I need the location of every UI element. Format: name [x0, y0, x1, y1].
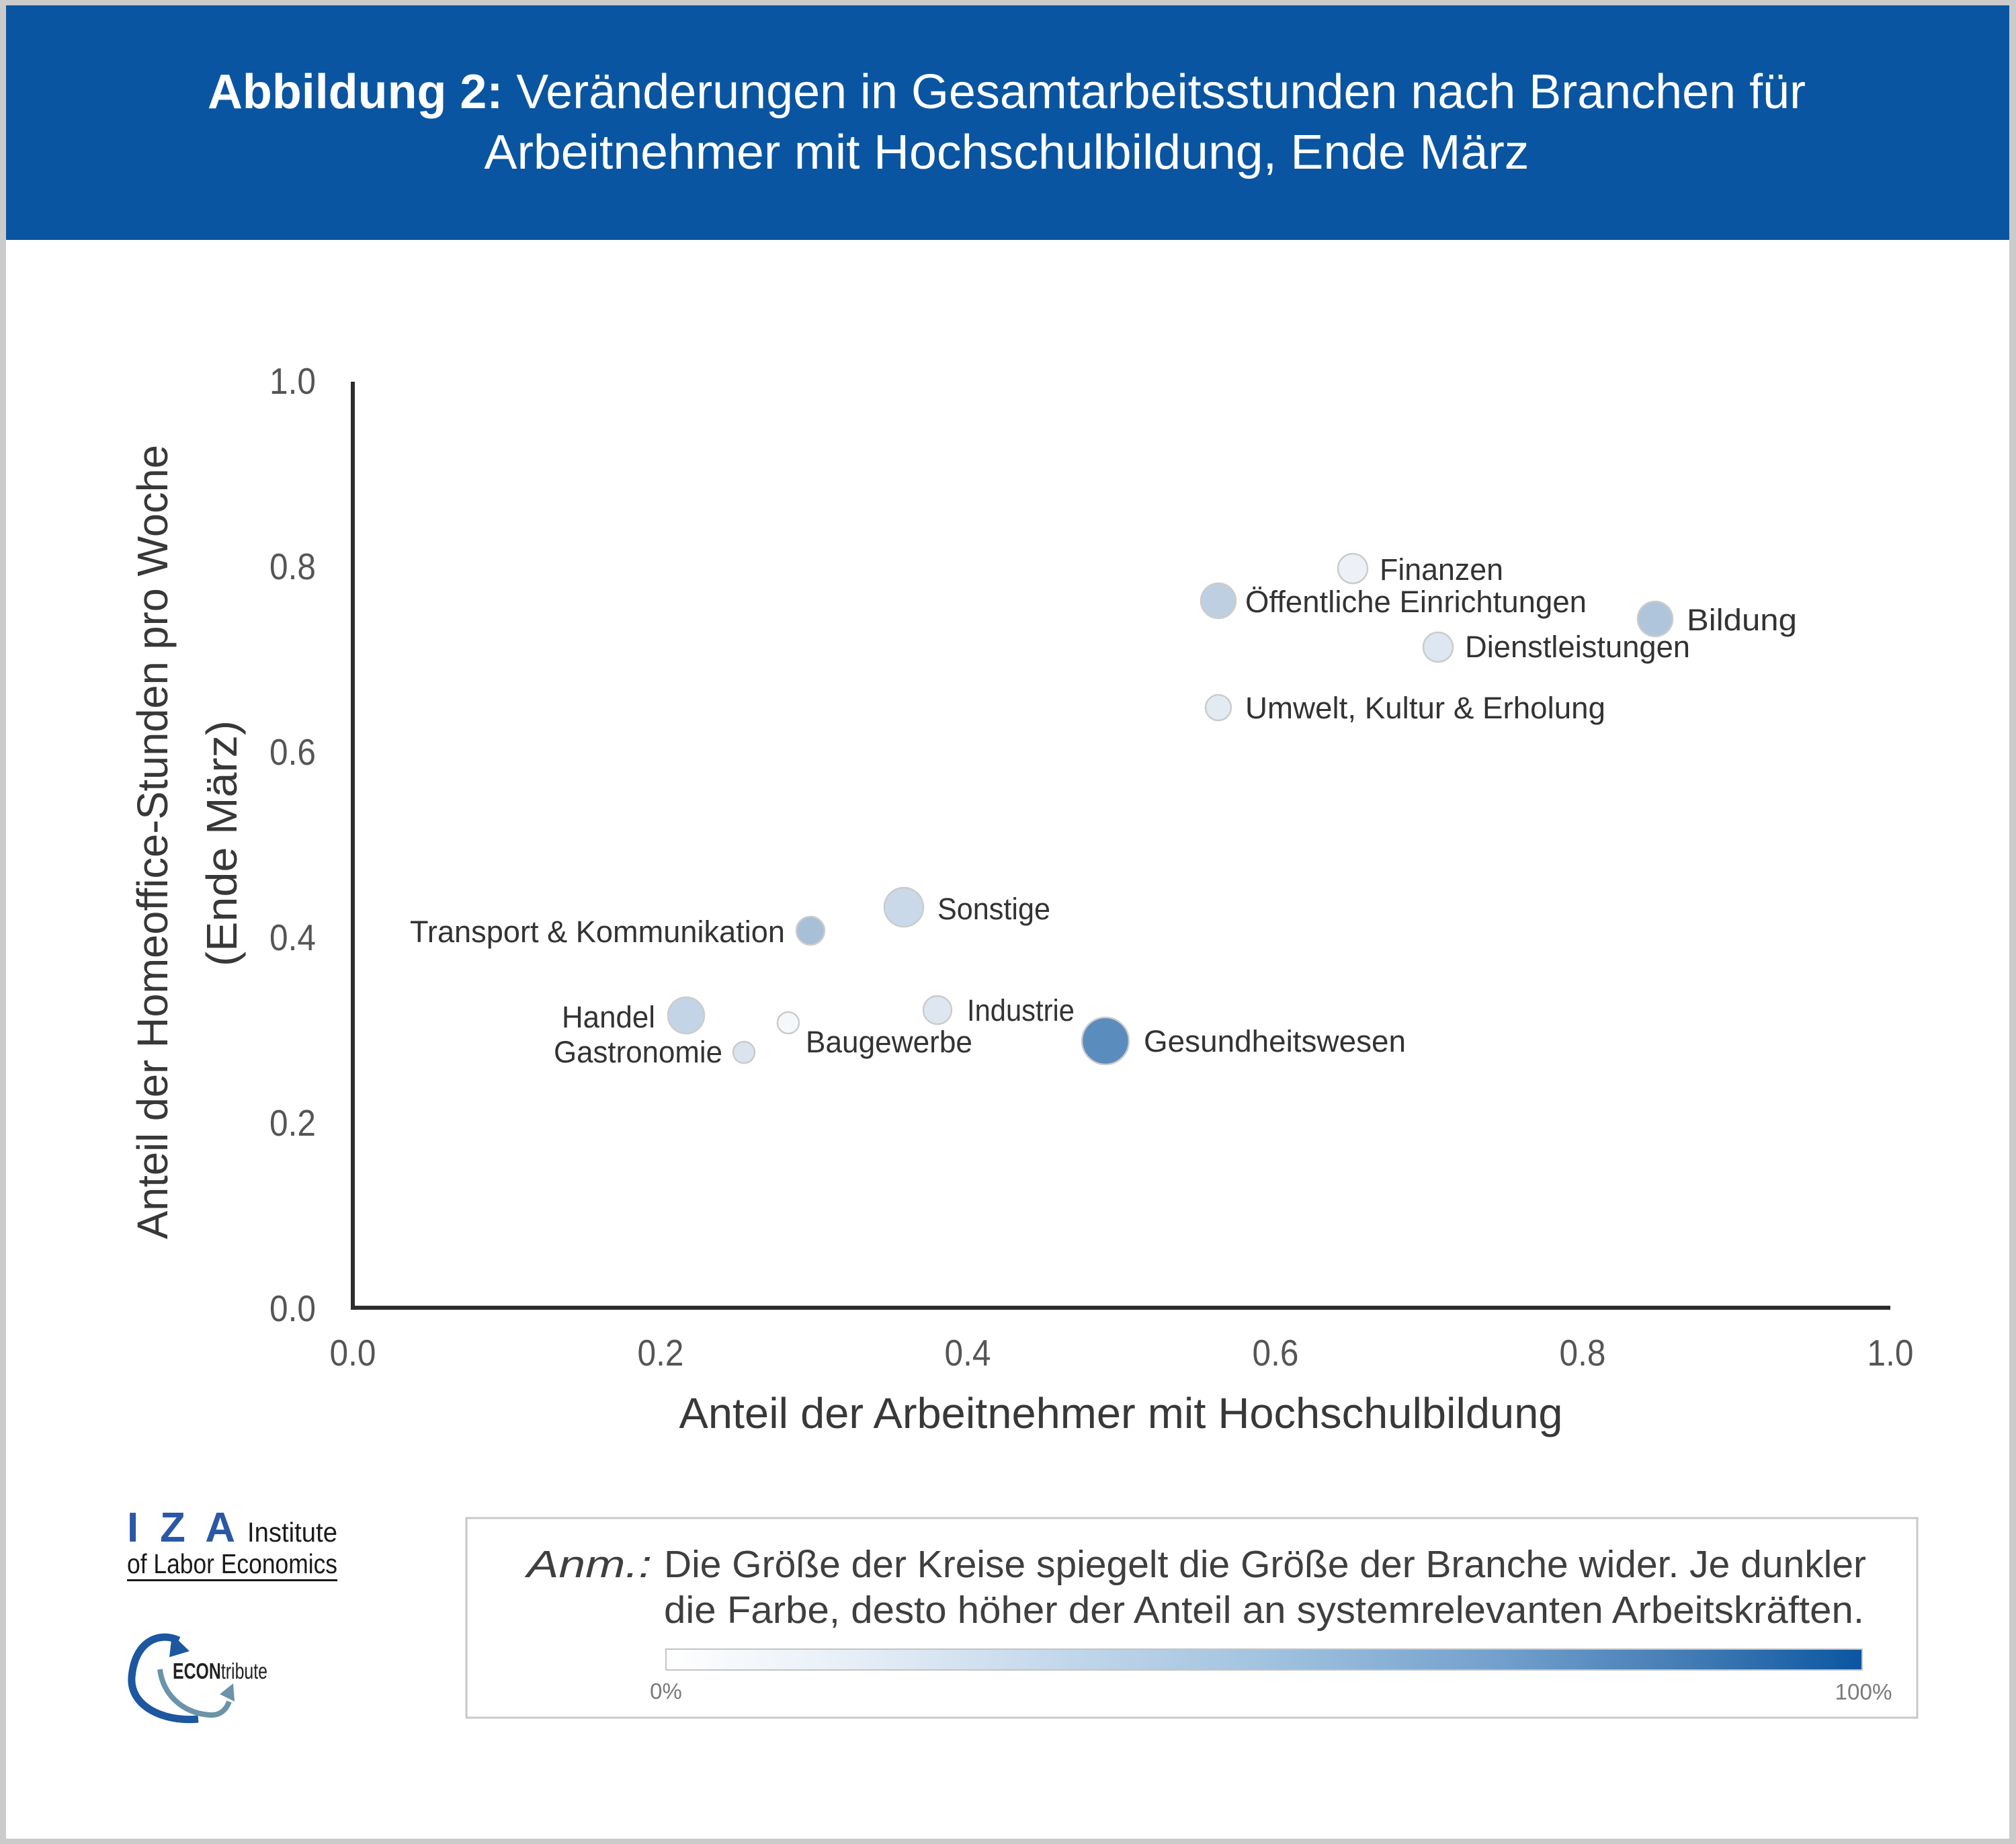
- svg-text:ECONtribute: ECONtribute: [173, 1659, 267, 1683]
- svg-text:Anteil der Homeoffice-Stunden: Anteil der Homeoffice-Stunden pro Woche: [128, 445, 177, 1239]
- svg-text:Öffentliche Einrichtungen: Öffentliche Einrichtungen: [1245, 585, 1587, 619]
- svg-text:0.4: 0.4: [945, 1332, 991, 1374]
- svg-text:I Z A: I Z A: [127, 1505, 235, 1551]
- svg-text:Finanzen: Finanzen: [1380, 552, 1503, 587]
- svg-text:0.8: 0.8: [1560, 1332, 1606, 1374]
- svg-text:Sonstige: Sonstige: [937, 892, 1050, 926]
- svg-text:Gesundheitswesen: Gesundheitswesen: [1144, 1024, 1406, 1058]
- svg-text:Bildung: Bildung: [1687, 603, 1797, 637]
- svg-text:Die Größe der Kreise spiegelt: Die Größe der Kreise spiegelt die Größe …: [664, 1543, 1866, 1586]
- svg-text:Gastronomie: Gastronomie: [554, 1035, 722, 1069]
- svg-text:1.0: 1.0: [269, 360, 316, 402]
- svg-text:Industrie: Industrie: [967, 993, 1075, 1028]
- svg-text:Dienstleistungen: Dienstleistungen: [1465, 630, 1690, 664]
- svg-text:0.0: 0.0: [269, 1288, 316, 1329]
- svg-text:1.0: 1.0: [1867, 1332, 1914, 1374]
- svg-text:0.2: 0.2: [638, 1332, 684, 1374]
- svg-text:Umwelt, Kultur & Erholung: Umwelt, Kultur & Erholung: [1245, 691, 1605, 725]
- svg-text:Institute: Institute: [247, 1517, 337, 1548]
- svg-text:0.8: 0.8: [269, 546, 316, 587]
- svg-text:Baugewerbe: Baugewerbe: [806, 1025, 972, 1059]
- svg-text:0%: 0%: [650, 1679, 682, 1704]
- svg-text:0.6: 0.6: [1253, 1332, 1299, 1374]
- svg-text:(Ende März): (Ende März): [198, 720, 246, 966]
- svg-text:Arbeitnehmer mit Hochschulbild: Arbeitnehmer mit Hochschulbildung, Ende …: [485, 126, 1529, 179]
- svg-text:0.6: 0.6: [269, 731, 316, 773]
- svg-text:Anm.:: Anm.:: [524, 1543, 652, 1586]
- svg-text:0.2: 0.2: [269, 1102, 316, 1144]
- svg-text:0.0: 0.0: [330, 1332, 376, 1374]
- svg-text:100%: 100%: [1835, 1679, 1892, 1704]
- svg-text:Handel: Handel: [562, 1000, 655, 1034]
- svg-text:Anteil der Arbeitnehmer mit Ho: Anteil der Arbeitnehmer mit Hochschulbil…: [679, 1389, 1563, 1437]
- svg-text:of Labor Economics: of Labor Economics: [127, 1548, 337, 1579]
- svg-text:die Farbe, desto höher der Ant: die Farbe, desto höher der Anteil an sys…: [664, 1589, 1864, 1632]
- svg-text:Abbildung 2: Veränderungen in: Abbildung 2: Veränderungen in Gesamtarbe…: [208, 65, 1806, 119]
- svg-text:0.4: 0.4: [269, 917, 316, 958]
- svg-text:Transport & Kommunikation: Transport & Kommunikation: [410, 915, 785, 949]
